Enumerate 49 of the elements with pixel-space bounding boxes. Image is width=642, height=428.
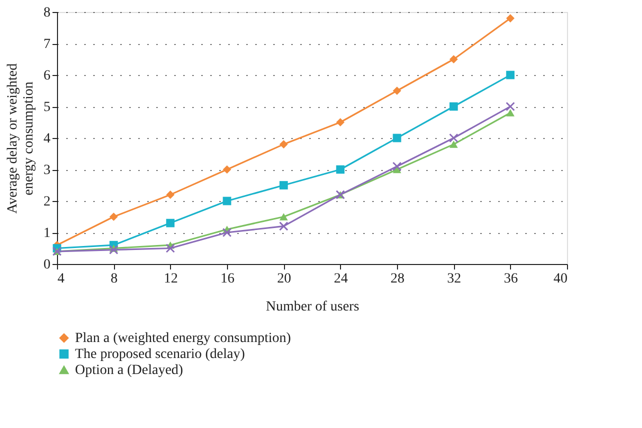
point — [392, 162, 402, 171]
point — [222, 196, 232, 206]
x-tick-label: 40 — [554, 272, 568, 286]
point — [449, 140, 458, 148]
x-axis-title: Number of users — [266, 300, 360, 314]
point — [449, 55, 458, 64]
y-tick-label: 5 — [44, 100, 50, 115]
y-tick-label: 8 — [44, 6, 50, 20]
point — [279, 181, 288, 190]
point — [279, 140, 288, 148]
x-tick-label: 24 — [334, 272, 348, 286]
x-tick-label: 36 — [504, 272, 518, 286]
point — [392, 86, 402, 95]
point — [449, 102, 458, 111]
point — [506, 70, 515, 80]
point — [506, 102, 515, 112]
point — [222, 165, 232, 174]
y-tick-label: 1 — [44, 226, 50, 241]
x-tick-label: 28 — [390, 272, 404, 286]
x-tick-label: 8 — [110, 272, 118, 286]
x-tick-label: 16 — [220, 272, 234, 286]
y-tick-label: 7 — [44, 37, 50, 52]
point — [109, 245, 118, 254]
point — [336, 165, 345, 174]
y-axis-title: Average delay or weighted energy consumption — [6, 63, 36, 214]
point — [506, 109, 515, 116]
point — [109, 212, 118, 221]
point — [166, 218, 175, 228]
point — [166, 190, 175, 199]
point — [449, 133, 458, 143]
point — [222, 228, 232, 238]
y-tick-label: 4 — [44, 132, 50, 146]
y-tick-label: 6 — [44, 68, 50, 84]
point — [279, 222, 288, 231]
x-tick-label: 20 — [277, 272, 292, 286]
legend-label: The proposed scenario (delay) — [75, 347, 246, 362]
point — [279, 213, 288, 220]
x-tick-label: 32 — [447, 272, 462, 286]
x-tick-label: 12 — [164, 272, 178, 286]
y-tick-label: 3 — [44, 163, 50, 178]
point — [506, 14, 515, 22]
x-tick-label: 4 — [58, 272, 64, 286]
legend-label: Option a (Delayed) — [75, 363, 184, 378]
point — [392, 134, 402, 142]
point — [336, 118, 345, 126]
legend-label: Plan a (weighted energy consumption) — [75, 331, 292, 346]
y-tick-label: 0 — [44, 258, 50, 272]
point — [166, 244, 175, 253]
y-tick-label: 2 — [44, 194, 50, 210]
